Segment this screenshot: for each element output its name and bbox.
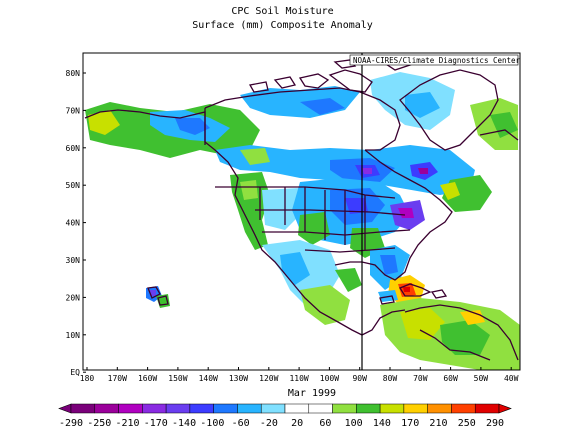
colorbar-label: -290 — [59, 418, 83, 429]
colorbar-arrow-right — [498, 403, 512, 414]
colorbar-swatch — [70, 403, 96, 414]
colorbar-label: 20 — [291, 418, 303, 429]
lon-label: 50W — [474, 374, 489, 383]
lon-label: 170W — [108, 374, 127, 383]
lat-label: 60N — [66, 144, 81, 153]
colorbar-arrow-left — [58, 403, 72, 414]
colorbar-swatch — [356, 403, 381, 414]
colorbar-label: 140 — [373, 418, 391, 429]
lat-label: 30N — [66, 256, 81, 265]
colorbar: -290 -250 -210 -170 -140 -100 -60 -20 20 60 100 140… — [58, 403, 512, 429]
colorbar-label: 100 — [345, 418, 363, 429]
colorbar-label: 60 — [319, 418, 331, 429]
colorbar-swatch — [332, 403, 357, 414]
colorbar-swatch — [189, 403, 214, 414]
colorbar-label: 170 — [401, 418, 419, 429]
credit-text: NOAA-CIRES/Climate Diagnostics Center — [353, 56, 521, 65]
lon-label: 120W — [259, 374, 278, 383]
lat-label: 40N — [66, 219, 81, 228]
colorbar-label: -210 — [115, 418, 139, 429]
lon-label: 110W — [289, 374, 308, 383]
colorbar-swatch — [118, 403, 143, 414]
lat-label: 10N — [66, 331, 81, 340]
colorbar-label: 250 — [458, 418, 476, 429]
lon-label: 60W — [443, 374, 458, 383]
lon-label: 80W — [383, 374, 398, 383]
colorbar-swatch — [237, 403, 262, 414]
colorbar-label: -250 — [87, 418, 111, 429]
colorbar-label: 210 — [429, 418, 447, 429]
lat-label: 20N — [66, 293, 81, 302]
colorbar-swatch — [260, 403, 286, 414]
colorbar-label: -170 — [144, 418, 168, 429]
colorbar-swatch — [284, 403, 310, 414]
lon-label: 40W — [504, 374, 519, 383]
coastlines — [84, 57, 519, 361]
colorbar-swatch — [427, 403, 452, 414]
lon-label: 150W — [168, 374, 187, 383]
lat-label: 70N — [66, 106, 81, 115]
map-title: CPC Soil Moisture — [231, 6, 334, 17]
colorbar-label: -100 — [200, 418, 224, 429]
lon-label: 130W — [229, 374, 248, 383]
plot-frame — [82, 52, 521, 371]
colorbar-swatch — [142, 403, 167, 414]
colorbar-swatch — [451, 403, 476, 414]
anomaly-field — [85, 72, 520, 370]
colorbar-swatch — [213, 403, 238, 414]
lon-label: 160W — [138, 374, 157, 383]
credit-box — [349, 54, 519, 66]
colorbar-label: -60 — [232, 418, 250, 429]
colorbar-label: 290 — [486, 418, 504, 429]
colorbar-label: -20 — [260, 418, 278, 429]
colorbar-swatch — [94, 403, 119, 414]
lon-label: 140W — [199, 374, 218, 383]
lon-label: 100W — [320, 374, 339, 383]
colorbar-swatch — [308, 403, 333, 414]
lon-label: 180 — [80, 374, 95, 383]
period-label: Mar 1999 — [288, 388, 336, 399]
colorbar-swatch — [474, 403, 500, 414]
map-subtitle: Surface (mm) Composite Anomaly — [192, 20, 373, 31]
lat-label: 50N — [66, 181, 81, 190]
colorbar-swatch — [403, 403, 428, 414]
colorbar-swatch — [165, 403, 191, 414]
lat-label: 80N — [66, 69, 81, 78]
lon-label: 90W — [352, 374, 367, 383]
colorbar-swatch — [379, 403, 405, 414]
lat-label: EQ — [70, 368, 80, 377]
colorbar-label: -140 — [172, 418, 196, 429]
lon-label: 70W — [413, 374, 428, 383]
